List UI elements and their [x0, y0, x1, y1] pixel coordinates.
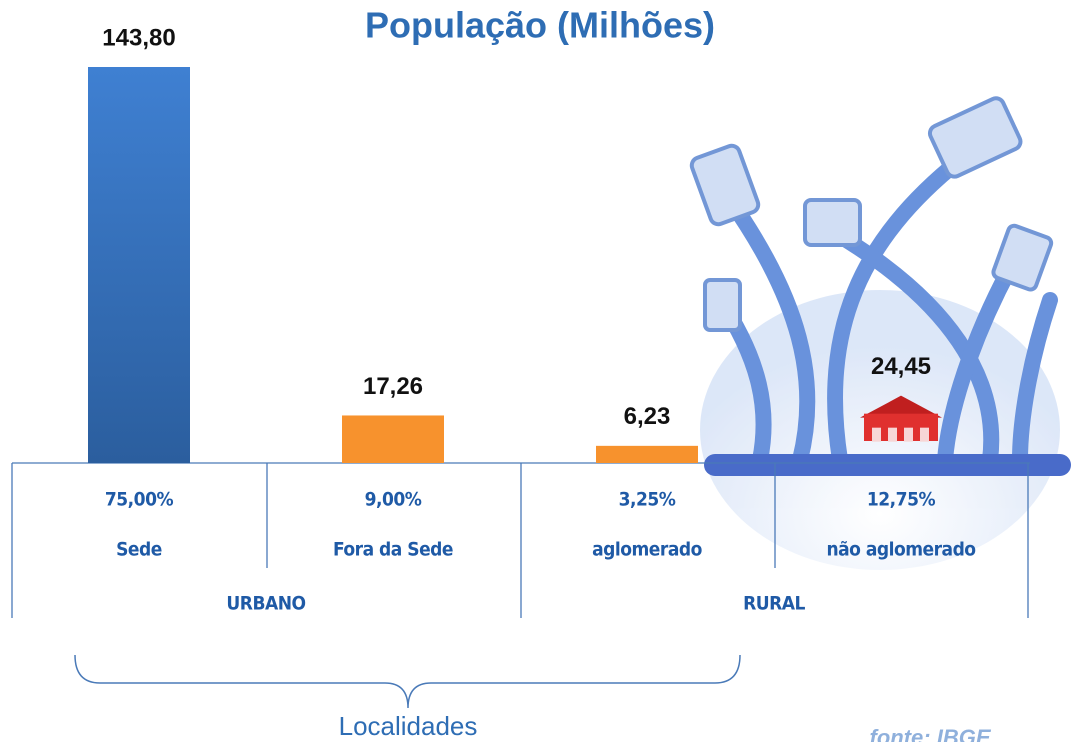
category-label: aglomerado — [592, 539, 702, 561]
category-label: Fora da Sede — [333, 539, 453, 561]
brace — [75, 655, 740, 708]
bar — [596, 446, 698, 463]
house-window — [920, 428, 929, 442]
house-window — [888, 428, 897, 442]
chart: População (Milhões) Localidades fonte: I… — [0, 0, 1080, 742]
value-label: 6,23 — [624, 403, 671, 430]
source: fonte: IBGE — [870, 725, 992, 742]
value-label: 143,80 — [102, 24, 175, 51]
share-label: 75,00% — [105, 489, 174, 511]
bar — [342, 415, 444, 463]
bar — [88, 67, 190, 463]
chart-title: População (Milhões) — [365, 5, 715, 46]
house-window — [904, 428, 913, 442]
value-label: 24,45 — [871, 353, 931, 380]
category-label: Sede — [116, 539, 162, 561]
brace-label: Localidades — [339, 711, 478, 741]
value-label: 17,26 — [363, 373, 423, 400]
group-label: URBANO — [226, 593, 305, 615]
share-label: 12,75% — [867, 489, 936, 511]
share-label: 9,00% — [365, 489, 422, 511]
share-label: 3,25% — [619, 489, 676, 511]
house-window — [872, 428, 881, 442]
category-label: não aglomerado — [826, 539, 976, 561]
group-label: RURAL — [743, 593, 805, 615]
